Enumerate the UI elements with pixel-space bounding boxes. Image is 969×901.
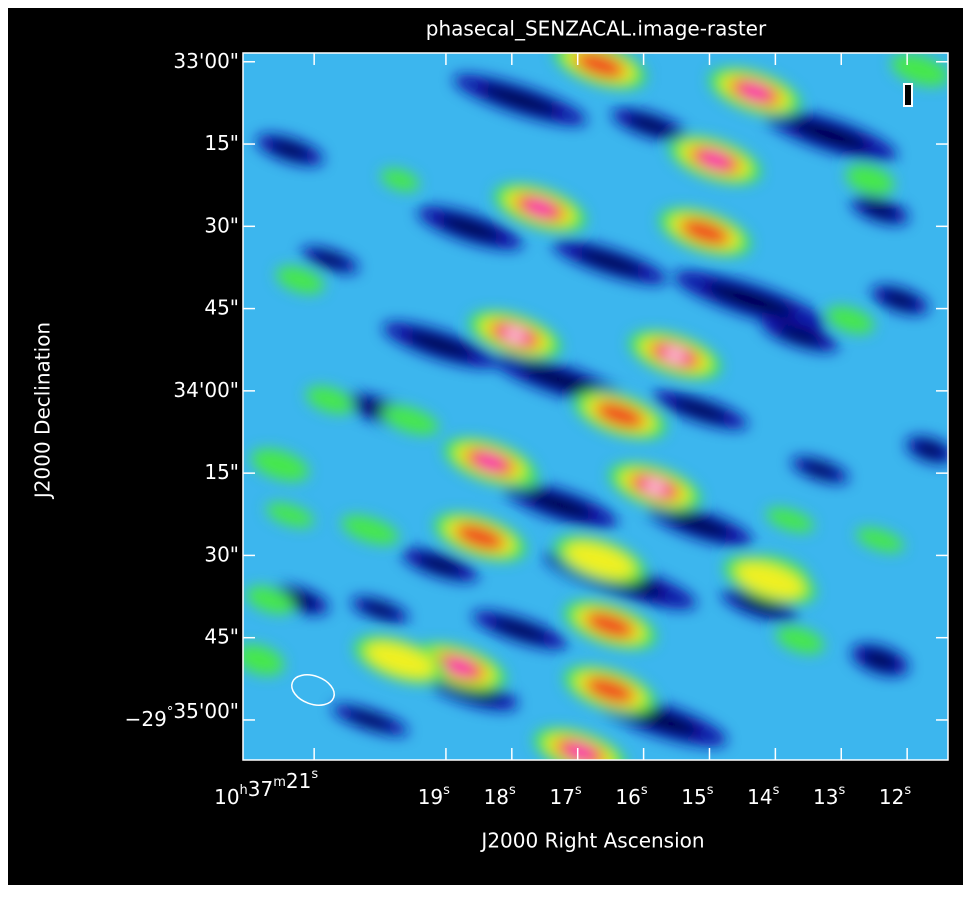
x-tick-label: 18s — [484, 783, 516, 809]
x-tick-label: 15s — [681, 783, 713, 809]
x-axis-label: J2000 Right Ascension — [479, 829, 704, 853]
y-tick-label: 33'00" — [173, 48, 239, 72]
y-axis-label: J2000 Declination — [31, 322, 55, 500]
y-tick-label: 15" — [204, 460, 239, 484]
y-tick-label: 34'00" — [173, 377, 239, 401]
y-tick-label: 30" — [204, 542, 239, 566]
beam — [291, 674, 335, 706]
y-tick-label: 30" — [204, 213, 239, 237]
x-tick-label: 17s — [549, 783, 581, 809]
chart-title: phasecal_SENZACAL.image-raster — [426, 17, 767, 41]
y-tick-label: 15" — [204, 131, 239, 155]
y-tick-label: 45" — [204, 624, 239, 648]
x-tick-label: 13s — [813, 783, 845, 809]
raster-image — [243, 53, 948, 760]
marker — [903, 83, 913, 107]
x-tick-label: 14s — [747, 783, 779, 809]
x-tick-label: 16s — [615, 783, 647, 809]
y-tick-label: −29°35'00" — [125, 698, 239, 730]
x-tick-label: 12s — [879, 783, 911, 809]
frame — [242, 52, 949, 761]
y-tick-label: 45" — [204, 295, 239, 319]
x-tick-label: 10h37m21s — [214, 767, 318, 809]
x-tick-label: 19s — [418, 783, 450, 809]
